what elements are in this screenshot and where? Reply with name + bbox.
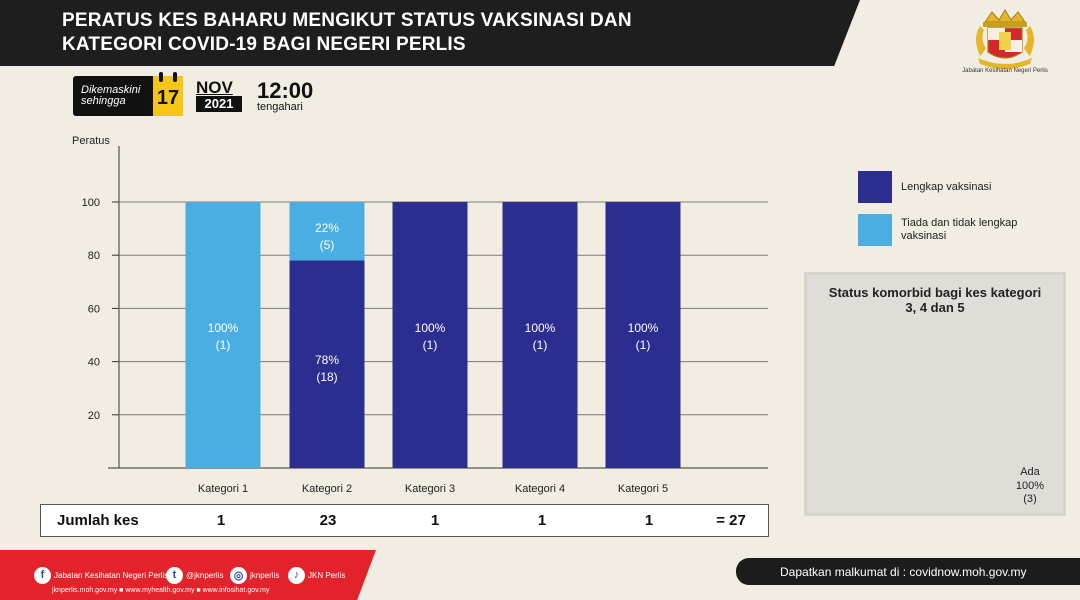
page-title-line-2: KATEGORI COVID-19 BAGI NEGERI PERLIS <box>62 34 466 55</box>
social-instagram-label: jknperlis <box>250 570 280 580</box>
data-label-pct: 22% <box>315 221 339 235</box>
pie-slice-pct: 100% <box>1015 480 1045 492</box>
social-twitter-label: @jknperlis <box>186 570 224 580</box>
total-cases-row: Jumlah kes 1 23 1 1 1 = 27 <box>40 504 769 537</box>
calendar-ring <box>159 72 163 82</box>
social-tiktok[interactable]: ♪ JKN Perlis <box>288 566 345 584</box>
update-label-line-2: sehingga <box>81 95 126 107</box>
legend-swatch-incomplete <box>858 214 892 246</box>
page-title-line-1: PERATUS KES BAHARU MENGIKUT STATUS VAKSI… <box>62 10 632 31</box>
social-tiktok-label: JKN Perlis <box>308 570 346 580</box>
x-tick-label: Kategori 4 <box>515 483 565 495</box>
data-label-pct: 100% <box>415 321 446 335</box>
social-twitter[interactable]: t @jknperlis <box>166 566 223 584</box>
data-label-pct: 78% <box>315 353 339 367</box>
facebook-icon: f <box>34 566 51 584</box>
x-tick-label: Kategori 1 <box>198 483 248 495</box>
data-label-count: (1) <box>636 338 651 352</box>
footer-urls[interactable]: jknperlis.moh.gov.my ■ www.myhealth.gov.… <box>52 587 270 594</box>
total-value-kategori-3: 1 <box>430 512 440 529</box>
bar-segment <box>289 260 365 468</box>
update-day: 17 <box>156 87 180 109</box>
bar-segment <box>289 202 365 261</box>
calendar-ring <box>173 72 177 82</box>
bar-segment <box>185 202 261 468</box>
y-tick-label: 100 <box>82 197 100 209</box>
calendar-icon: 17 <box>153 72 183 116</box>
data-label-pct: 100% <box>208 321 239 335</box>
social-facebook[interactable]: f Jabatan Kesihatan Negeri Perlis <box>34 566 168 584</box>
footer-source-bar: Dapatkan malkumat di : covidnow.moh.gov.… <box>736 558 1080 585</box>
logo-caption: Jabatan Kesihatan Negeri Perlis <box>962 68 1048 74</box>
x-tick-label: Kategori 2 <box>302 483 352 495</box>
title-banner <box>0 0 860 66</box>
bar-segment <box>392 202 468 468</box>
data-label-count: (1) <box>423 338 438 352</box>
footer-source-text[interactable]: Dapatkan malkumat di : covidnow.moh.gov.… <box>780 565 1027 579</box>
update-label-box <box>73 76 159 116</box>
y-tick-label: 80 <box>88 250 100 262</box>
bar-segment <box>502 202 578 468</box>
x-tick-label: Kategori 3 <box>405 483 455 495</box>
y-tick-label: 60 <box>88 303 100 315</box>
social-instagram[interactable]: ◎ jknperlis <box>230 566 279 584</box>
total-value-kategori-5: 1 <box>644 512 654 529</box>
total-label: Jumlah kes <box>57 512 139 529</box>
data-label-count: (5) <box>320 238 335 252</box>
y-axis-label: Peratus <box>72 135 110 147</box>
update-label-line-1: Dikemaskini <box>81 84 141 96</box>
pie-title: Status komorbid bagi kes kategori 3, 4 d… <box>828 285 1042 315</box>
data-label-count: (1) <box>216 338 231 352</box>
y-tick-label: 40 <box>88 357 100 369</box>
data-label-pct: 100% <box>628 321 659 335</box>
total-value-kategori-2: 23 <box>319 512 337 529</box>
data-label-count: (1) <box>533 338 548 352</box>
legend-label-incomplete: Tiada dan tidak lengkap vaksinasi <box>901 217 1018 242</box>
update-time-sub: tengahari <box>257 101 303 113</box>
data-label-pct: 100% <box>525 321 556 335</box>
total-sum: = 27 <box>716 512 746 529</box>
footer-social-bar <box>0 550 376 600</box>
y-tick-label: 20 <box>88 410 100 422</box>
instagram-icon: ◎ <box>230 566 247 584</box>
twitter-icon: t <box>166 566 183 584</box>
legend-swatch-complete <box>858 171 892 203</box>
bar-segment <box>605 202 681 468</box>
coat-of-arms-logo <box>976 9 1034 69</box>
update-year: 2021 <box>196 96 242 112</box>
total-value-kategori-4: 1 <box>537 512 547 529</box>
comorbidity-pie-panel: Status komorbid bagi kes kategori 3, 4 d… <box>804 272 1066 516</box>
legend-label-complete: Lengkap vaksinasi <box>901 181 992 193</box>
pie-slice-name: Ada <box>1020 466 1040 478</box>
update-month: NOV <box>196 78 233 97</box>
social-facebook-label: Jabatan Kesihatan Negeri Perlis <box>54 570 169 580</box>
x-tick-label: Kategori 5 <box>618 483 668 495</box>
data-label-count: (18) <box>316 370 337 384</box>
tiktok-icon: ♪ <box>288 566 305 584</box>
update-time: 12:00 <box>257 78 314 103</box>
pie-slice-count: (3) <box>1023 493 1037 505</box>
total-value-kategori-1: 1 <box>216 512 226 529</box>
